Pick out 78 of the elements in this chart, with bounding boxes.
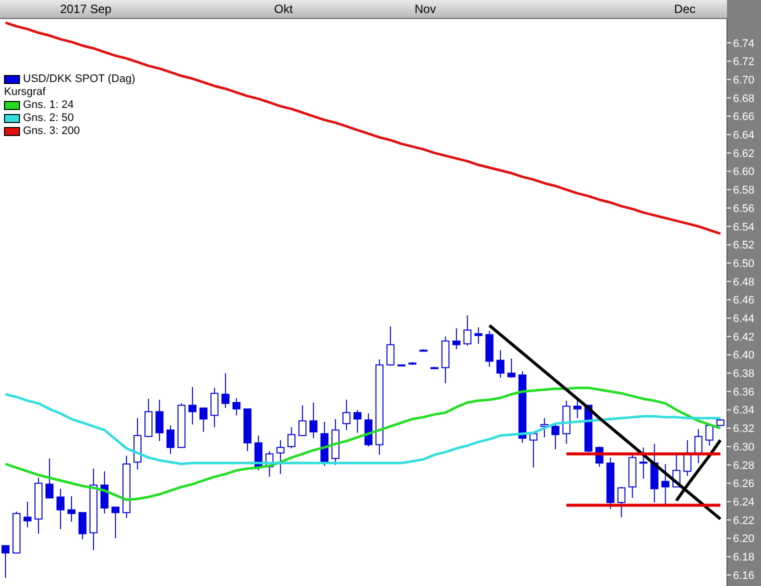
y-tick-label: 6.48 <box>733 276 754 288</box>
line-series <box>4 386 722 502</box>
candlestick <box>529 432 538 468</box>
y-tick-label: 6.52 <box>733 240 754 252</box>
candlestick <box>287 426 296 449</box>
y-tick-label: 6.20 <box>733 533 754 546</box>
candlestick <box>232 397 240 416</box>
candlestick <box>166 424 174 454</box>
y-tick-label: 6.16 <box>733 570 754 582</box>
candlestick <box>78 512 86 540</box>
y-tick-label: 6.74 <box>733 38 754 50</box>
candlestick <box>474 326 482 344</box>
candlestick <box>188 386 196 426</box>
candlestick <box>56 488 64 530</box>
y-tick-label: 6.54 <box>733 221 754 234</box>
candlestick <box>2 545 10 578</box>
y-tick-label: 6.46 <box>733 294 754 307</box>
candlestick <box>694 428 702 464</box>
candlestick <box>507 358 516 378</box>
text: Okt <box>274 2 293 16</box>
candlestick <box>155 399 164 442</box>
candlestick <box>705 424 714 446</box>
y-tick-label: 6.60 <box>733 166 754 178</box>
candlestick <box>309 402 318 439</box>
candlestick <box>386 326 394 366</box>
y-tick-label: 6.24 <box>733 496 754 508</box>
y-tick-label: 6.66 <box>733 111 754 124</box>
candlestick <box>496 350 504 378</box>
candlestick <box>221 372 230 409</box>
y-tick-label: 6.70 <box>733 74 754 86</box>
candlestick <box>100 470 108 514</box>
y-tick-label: 6.32 <box>733 423 754 436</box>
legend-label: Gns. 1: 24 <box>23 99 74 112</box>
candlestick <box>617 486 626 518</box>
candlestick <box>67 496 76 522</box>
line-series <box>4 21 722 235</box>
candlestick <box>276 440 284 475</box>
candlestick <box>199 408 208 432</box>
y-tick-label: 6.26 <box>733 478 754 490</box>
legend-title: Kursgraf <box>4 86 47 99</box>
y-tick-label: 6.68 <box>733 92 754 105</box>
line-series <box>488 324 722 521</box>
text: 2017 Sep <box>60 2 112 16</box>
y-tick-label: 6.72 <box>733 56 754 68</box>
candlestick <box>298 404 306 436</box>
candlestick <box>551 423 560 450</box>
y-tick-label: 6.18 <box>733 552 754 564</box>
candlestick <box>573 398 582 419</box>
y-tick-label: 6.22 <box>733 514 754 527</box>
candlestick <box>111 506 120 539</box>
candlestick <box>639 446 648 480</box>
y-tick-label: 6.40 <box>733 350 754 362</box>
y-tick-label: 6.42 <box>733 331 754 344</box>
y-tick-label: 6.38 <box>733 368 754 380</box>
candlestick <box>463 314 472 346</box>
candlestick <box>23 501 32 528</box>
y-tick-label: 6.36 <box>733 386 754 398</box>
legend-label: Gns. 3: 200 <box>23 125 80 138</box>
candlestick <box>452 328 460 350</box>
candlestick <box>210 387 218 428</box>
y-tick-label: 6.28 <box>733 460 754 472</box>
legend-label: USD/DKK SPOT (Dag) <box>23 73 136 86</box>
y-tick-label: 6.30 <box>733 441 754 454</box>
y-tick-label: 6.64 <box>733 130 754 142</box>
y-tick-label: 6.58 <box>733 184 754 197</box>
candlestick <box>353 409 362 434</box>
candlestick <box>661 463 670 506</box>
y-tick-label: 6.44 <box>733 313 754 325</box>
y-tick-label: 6.56 <box>733 202 754 215</box>
candlestick <box>540 418 548 438</box>
text: Dec <box>674 2 696 16</box>
y-tick-label: 6.50 <box>733 258 754 270</box>
legend-label: Gns. 2: 50 <box>23 112 74 125</box>
candlestick <box>342 399 350 431</box>
y-tick-label: 6.34 <box>733 404 754 417</box>
text: Nov <box>414 2 436 16</box>
y-tick-label: 6.62 <box>733 148 754 160</box>
candlestick <box>45 458 54 498</box>
